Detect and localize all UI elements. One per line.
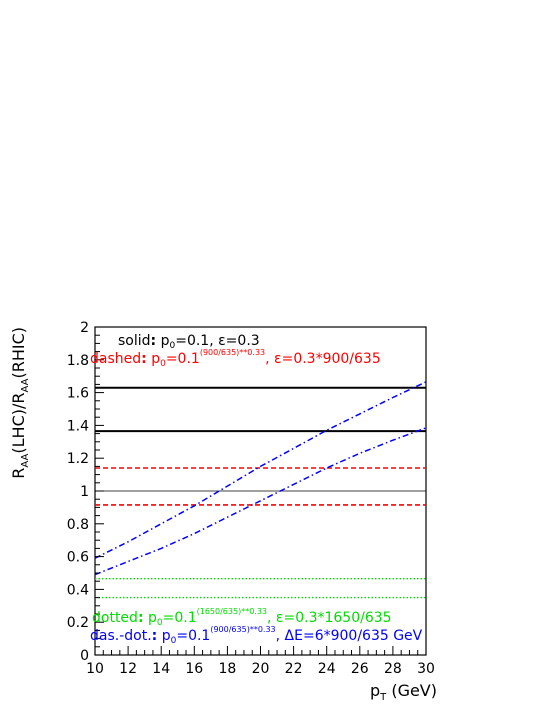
y-tick-label: 1.6 <box>67 386 89 402</box>
x-tick-label: 20 <box>252 661 270 677</box>
axis-layer: 10 12 14 16 18 20 22 24 26 28 30 0 0.2 0.4 0.6 0.8 1 1.2 1… <box>67 320 435 677</box>
y-tick-label: 0.8 <box>67 517 89 533</box>
x-tick-label: 16 <box>185 661 203 677</box>
x-tick-label: 24 <box>318 661 336 677</box>
legend: solid: p0=0.1, ε=0.3 dashed: p0=0.1(900/… <box>90 333 423 646</box>
x-tick-label: 30 <box>417 661 435 677</box>
y-tick-label: 0 <box>80 648 89 664</box>
legend-entry-dashed: dashed: p0=0.1(900/635)**0.33, ε=0.3*900… <box>90 348 381 369</box>
x-tick-label: 10 <box>86 661 104 677</box>
y-tick-label: 0.4 <box>67 582 89 598</box>
series-dashdot-line <box>94 381 427 559</box>
y-tick-label: 0.2 <box>67 615 89 631</box>
series-layer <box>94 381 427 599</box>
y-tick-label: 0.6 <box>67 550 89 566</box>
x-tick-label: 12 <box>119 661 137 677</box>
x-tick-label: 22 <box>285 661 303 677</box>
x-axis-label: pT (GeV) <box>370 681 437 703</box>
y-axis-label: RAA(LHC)/RAA(RHIC) <box>9 327 31 479</box>
x-tick-label: 14 <box>152 661 170 677</box>
y-tick-label: 1 <box>80 484 89 500</box>
legend-entry-dashdot: das.-dot.: p0=0.1(900/635)**0.33, ΔE=6*9… <box>90 625 423 646</box>
x-tick-label: 26 <box>351 661 369 677</box>
y-tick-label: 1.2 <box>67 451 89 467</box>
legend-entry-dotted: dotted: p0=0.1(1650/635)**0.33, ε=0.3*16… <box>92 607 392 628</box>
legend-entry-solid: solid: p0=0.1, ε=0.3 <box>118 333 260 351</box>
x-tick-label: 18 <box>218 661 236 677</box>
y-tick-label: 1.4 <box>67 418 89 434</box>
y-tick-label: 2 <box>80 320 89 336</box>
series-dashdot-line <box>94 427 427 576</box>
x-tick-label: 28 <box>384 661 402 677</box>
y-tick-label: 1.8 <box>67 353 89 369</box>
